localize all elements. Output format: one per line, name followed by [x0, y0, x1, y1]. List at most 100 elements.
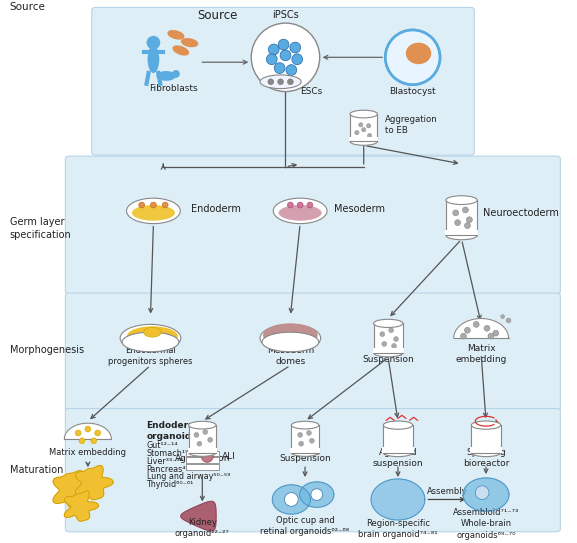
Ellipse shape [173, 46, 189, 55]
Circle shape [287, 202, 293, 208]
Text: Morphogenesis: Morphogenesis [10, 345, 84, 355]
Text: Matrix
embedding: Matrix embedding [455, 344, 507, 364]
FancyBboxPatch shape [65, 293, 560, 412]
Circle shape [392, 344, 396, 349]
Circle shape [475, 486, 489, 500]
Text: Endodermal
progenitors spheres: Endodermal progenitors spheres [108, 346, 193, 366]
Text: Assembly: Assembly [426, 487, 467, 496]
Circle shape [201, 451, 213, 462]
Text: Mesoderm
domes: Mesoderm domes [267, 346, 314, 366]
Text: Neuroectoderm: Neuroectoderm [483, 208, 559, 218]
Circle shape [463, 207, 469, 213]
Circle shape [290, 42, 301, 53]
Text: iPSCs: iPSCs [272, 10, 299, 20]
Ellipse shape [260, 75, 301, 89]
Bar [350, 114, 377, 141]
Circle shape [385, 30, 440, 85]
Ellipse shape [446, 196, 477, 205]
Ellipse shape [132, 205, 175, 220]
Text: Source: Source [10, 2, 46, 12]
Circle shape [380, 332, 385, 337]
Text: ESCs: ESCs [300, 87, 323, 96]
Circle shape [75, 430, 81, 436]
Bar [471, 425, 501, 452]
Bar [373, 348, 404, 353]
Polygon shape [463, 478, 509, 511]
Circle shape [501, 314, 505, 319]
Circle shape [488, 333, 494, 339]
Ellipse shape [263, 324, 318, 347]
Text: Spinning
bioreactor: Spinning bioreactor [463, 449, 509, 469]
Circle shape [493, 330, 499, 336]
Text: Region-specific
brain organoid⁷⁴⁻⁸¹: Region-specific brain organoid⁷⁴⁻⁸¹ [358, 519, 438, 539]
Circle shape [466, 217, 473, 223]
Circle shape [453, 210, 459, 216]
Text: Stomach¹⁹⁻²¹: Stomach¹⁹⁻²¹ [147, 449, 200, 458]
Text: Blastocyst: Blastocyst [389, 87, 436, 96]
Circle shape [162, 202, 168, 208]
Circle shape [286, 65, 297, 75]
Ellipse shape [167, 30, 185, 40]
Circle shape [389, 328, 394, 333]
Circle shape [274, 62, 285, 73]
Circle shape [268, 44, 279, 55]
Ellipse shape [350, 137, 377, 146]
Circle shape [455, 220, 460, 225]
Polygon shape [454, 319, 508, 338]
Text: Optic cup and
retinal organoids⁶²⁻⁶⁸: Optic cup and retinal organoids⁶²⁻⁶⁸ [260, 516, 350, 536]
Ellipse shape [120, 324, 181, 352]
Circle shape [292, 54, 302, 65]
Text: Aggregation: Aggregation [175, 454, 230, 463]
Circle shape [268, 79, 273, 85]
Ellipse shape [144, 327, 161, 337]
Bar [445, 230, 478, 235]
Circle shape [362, 128, 366, 132]
Bar [291, 425, 319, 452]
Ellipse shape [471, 449, 501, 457]
Circle shape [464, 327, 470, 333]
Circle shape [197, 441, 202, 446]
Ellipse shape [181, 38, 198, 47]
Bar [373, 324, 403, 353]
Text: Suspension: Suspension [362, 355, 414, 364]
Text: Gut¹²⁻¹⁴: Gut¹²⁻¹⁴ [147, 441, 178, 450]
Circle shape [95, 430, 100, 436]
Bar [189, 425, 216, 452]
Polygon shape [181, 501, 216, 531]
FancyBboxPatch shape [92, 8, 474, 155]
Circle shape [359, 123, 363, 127]
Ellipse shape [126, 198, 181, 224]
Polygon shape [53, 471, 95, 508]
Ellipse shape [383, 449, 413, 457]
Polygon shape [64, 491, 99, 521]
Circle shape [460, 333, 466, 339]
Text: Endoderm: Endoderm [190, 204, 241, 214]
Text: Mesoderm: Mesoderm [335, 204, 385, 214]
Circle shape [172, 70, 180, 78]
Text: Assembloid⁷¹⁻⁷³
Whole-brain
organoids⁶⁹⁻⁷⁰: Assembloid⁷¹⁻⁷³ Whole-brain organoids⁶⁹⁻… [453, 508, 519, 540]
Bar [188, 448, 217, 452]
Ellipse shape [291, 449, 319, 456]
Ellipse shape [127, 326, 178, 346]
Circle shape [284, 493, 298, 506]
Circle shape [473, 321, 479, 327]
Text: Lung and airway⁵⁰⁻⁵⁹: Lung and airway⁵⁰⁻⁵⁹ [147, 472, 230, 482]
Bar [383, 425, 413, 452]
Bar [470, 447, 501, 452]
Circle shape [484, 325, 490, 331]
Text: Matrix embedding: Matrix embedding [50, 448, 126, 457]
Ellipse shape [189, 449, 216, 456]
Polygon shape [371, 479, 425, 520]
Circle shape [368, 134, 372, 138]
Circle shape [278, 79, 283, 85]
Ellipse shape [383, 421, 413, 429]
Text: ALI: ALI [222, 452, 235, 461]
Circle shape [306, 431, 312, 435]
Circle shape [280, 50, 291, 61]
Ellipse shape [260, 324, 321, 352]
Circle shape [79, 438, 85, 444]
Circle shape [506, 318, 511, 323]
Circle shape [267, 54, 277, 65]
Ellipse shape [373, 319, 403, 327]
Ellipse shape [373, 349, 403, 357]
